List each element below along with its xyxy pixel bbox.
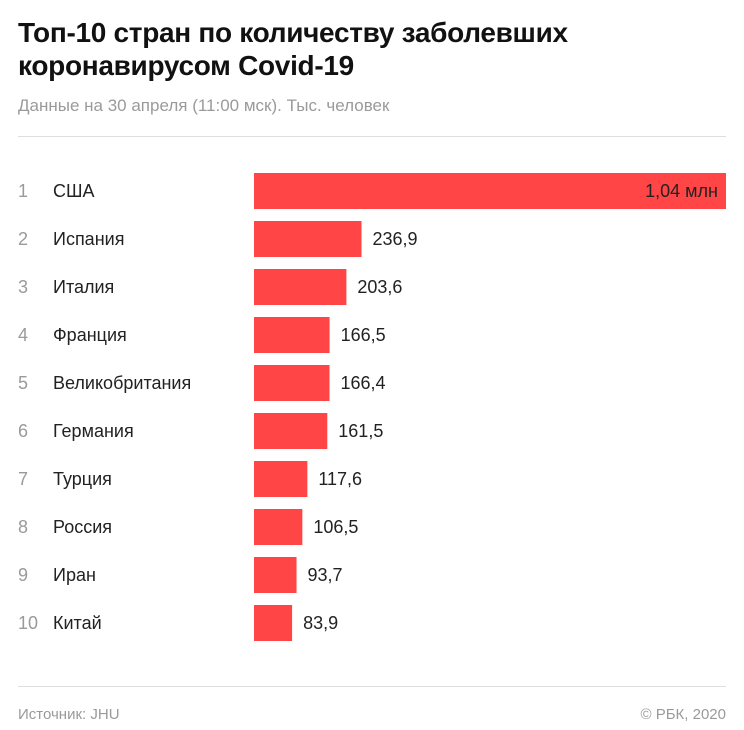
value-label: 236,9: [373, 229, 418, 249]
bar: [254, 317, 330, 353]
bar: [254, 173, 726, 209]
category-label: Германия: [53, 421, 134, 441]
rank-label: 6: [18, 421, 28, 441]
chart-title: Топ-10 стран по количеству заболевших ко…: [18, 17, 568, 81]
category-label: США: [53, 181, 95, 201]
rank-label: 2: [18, 229, 28, 249]
value-label: 161,5: [338, 421, 383, 441]
rank-label: 8: [18, 517, 28, 537]
category-label: Великобритания: [53, 373, 191, 393]
bar: [254, 221, 362, 257]
rank-label: 9: [18, 565, 28, 585]
category-label: Китай: [53, 613, 102, 633]
bar: [254, 605, 293, 641]
rank-label: 7: [18, 469, 28, 489]
copyright-note: © РБК, 2020: [640, 706, 726, 723]
rank-label: 3: [18, 277, 28, 297]
bar: [254, 557, 297, 593]
category-label: Россия: [53, 517, 112, 537]
value-label: 166,5: [341, 325, 386, 345]
value-label: 203,6: [357, 277, 402, 297]
rank-label: 4: [18, 325, 28, 345]
value-label: 1,04 млн: [645, 181, 718, 201]
value-label: 106,5: [313, 517, 358, 537]
value-label: 117,6: [318, 469, 362, 489]
category-label: Франция: [53, 325, 127, 345]
bar-chart: 1 США 1,04 млн 2 Испания 236,9 3 Италия 203,6 4 Фр…: [18, 173, 726, 641]
category-label: Испания: [53, 229, 124, 249]
value-label: 93,7: [308, 565, 343, 585]
category-label: Иран: [53, 565, 96, 585]
bottom-divider: [18, 686, 726, 687]
chart-subtitle: Данные на 30 апреля (11:00 мск). Тыс. че…: [18, 96, 390, 115]
category-label: Турция: [53, 469, 112, 489]
rank-label: 10: [18, 613, 38, 633]
category-label: Италия: [53, 277, 114, 297]
rank-label: 1: [18, 181, 28, 201]
bar: [254, 269, 347, 305]
value-label: 166,4: [341, 373, 386, 393]
rank-label: 5: [18, 373, 28, 393]
source-note: Источник: JHU: [18, 706, 120, 723]
top-divider: [18, 136, 726, 137]
bar: [254, 461, 308, 497]
value-label: 83,9: [303, 613, 338, 633]
bar: [254, 365, 330, 401]
bar: [254, 509, 303, 545]
bar: [254, 413, 328, 449]
